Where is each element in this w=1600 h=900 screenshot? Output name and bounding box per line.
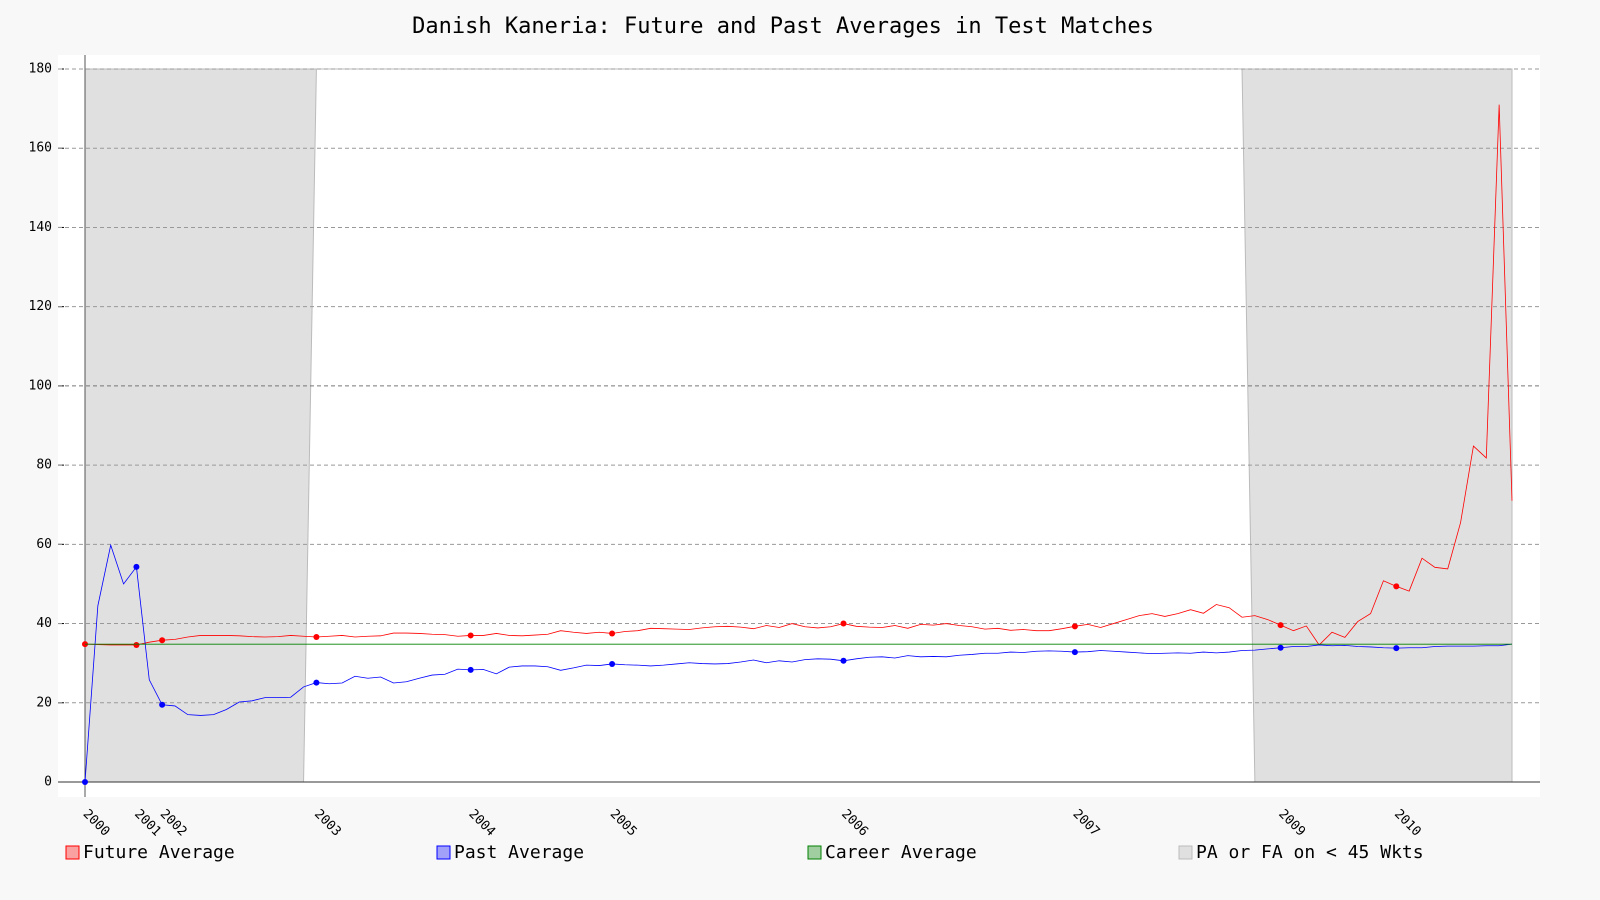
point-marker [609, 630, 616, 637]
x-tick-label: 2002 [157, 807, 190, 840]
y-tick-label: 80 [36, 458, 52, 473]
series-line [84, 543, 1513, 783]
point-marker [467, 666, 474, 673]
y-tick-label: 60 [36, 537, 52, 552]
legend-swatch [436, 845, 451, 860]
y-tick-label: 140 [29, 220, 52, 235]
x-tick-label: 2007 [1070, 807, 1103, 840]
point-marker [1071, 649, 1078, 656]
chart-title: Danish Kaneria: Future and Past Averages… [412, 14, 1154, 39]
y-tick-label: 180 [29, 62, 52, 77]
x-tick-label: 2001 [131, 807, 164, 840]
point-marker [159, 637, 166, 644]
legend-swatch [807, 845, 822, 860]
point-marker [133, 563, 140, 570]
legend-label: Past Average [454, 842, 584, 863]
y-tick-label: 100 [29, 378, 52, 393]
legend-label: Career Average [825, 842, 977, 863]
x-tick-label: 2003 [311, 807, 344, 840]
point-marker [1277, 644, 1284, 651]
point-marker [82, 779, 88, 785]
series-line [84, 104, 1513, 646]
y-tick-label: 0 [44, 775, 52, 790]
x-tick-label: 2006 [838, 807, 871, 840]
x-tick-label: 2005 [607, 807, 640, 840]
point-marker [1071, 623, 1078, 630]
legend-label: Future Average [83, 842, 235, 863]
y-tick-label: 40 [36, 616, 52, 631]
point-marker [840, 657, 847, 664]
x-tick-label: 2004 [465, 807, 498, 840]
legend-label: PA or FA on < 45 Wkts [1196, 842, 1424, 863]
legend-swatch [1178, 845, 1193, 860]
x-tick-label: 2000 [80, 807, 113, 840]
x-tick-label: 2010 [1391, 807, 1424, 840]
y-tick-label: 20 [36, 695, 52, 710]
point-marker [840, 620, 847, 627]
x-tick-label: 2009 [1275, 807, 1308, 840]
point-marker [1393, 583, 1400, 590]
point-marker [313, 634, 320, 641]
y-tick-label: 160 [29, 141, 52, 156]
legend-swatch [65, 845, 80, 860]
point-marker [159, 701, 166, 708]
point-marker [313, 679, 320, 686]
point-marker [1393, 645, 1400, 652]
point-marker [467, 632, 474, 639]
y-tick-label: 120 [29, 299, 52, 314]
point-marker [609, 660, 616, 667]
point-marker [133, 641, 140, 648]
point-marker [1277, 622, 1284, 629]
